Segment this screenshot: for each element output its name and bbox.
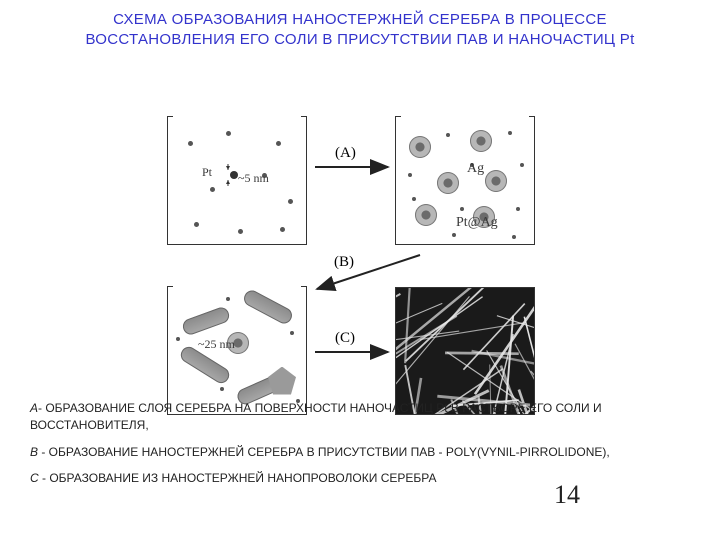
- nanowire: [396, 303, 442, 366]
- legend-block: А- ОБРАЗОВАНИЕ СЛОЯ СЕРЕБРА НА ПОВЕРХНОС…: [30, 400, 640, 497]
- title-line2: ВОССТАНОВЛЕНИЯ ЕГО СОЛИ В ПРИСУТСТВИИ ПА…: [85, 31, 634, 48]
- pt-dot: [194, 222, 199, 227]
- pentagon-particle: [268, 367, 296, 395]
- arrows-svg: [0, 57, 720, 427]
- panel-pt-seeds: [167, 117, 307, 245]
- pt-dot: [188, 141, 193, 146]
- pt-dot: [276, 141, 281, 146]
- pt-label: Pt: [202, 165, 212, 180]
- panel-sem-nanowires: [395, 287, 535, 415]
- pt-dot: [226, 131, 231, 136]
- ion-dot: [290, 331, 294, 335]
- nanowire: [396, 293, 400, 328]
- legend-b-text: - ОБРАЗОВАНИЕ НАНОСТЕРЖНЕЙ СЕРЕБРА В ПРИ…: [38, 445, 610, 459]
- ag-ion-dot: [446, 133, 450, 137]
- title-line1: СХЕМА ОБРАЗОВАНИЯ НАНОСТЕРЖНЕЙ СЕРЕБРА В…: [113, 11, 607, 28]
- ag-ion-dot: [460, 207, 464, 211]
- ion-dot: [226, 297, 230, 301]
- pt-size-label: ~5 nm: [238, 171, 269, 186]
- nanorod: [181, 305, 232, 336]
- pt-dot: [238, 229, 243, 234]
- nanowire: [420, 322, 526, 339]
- legend-c-text: - ОБРАЗОВАНИЕ ИЗ НАНОСТЕРЖНЕЙ НАНОПРОВОЛ…: [39, 471, 437, 485]
- coreshell-particle: [485, 170, 507, 192]
- ag-ion-dot: [412, 197, 416, 201]
- ag-ion-dot: [512, 235, 516, 239]
- ag-label: Ag: [467, 161, 484, 177]
- slide-title: СХЕМА ОБРАЗОВАНИЯ НАНОСТЕРЖНЕЙ СЕРЕБРА В…: [0, 0, 720, 57]
- arrow-label-c: (C): [335, 330, 355, 347]
- legend-a-text: - ОБРАЗОВАНИЕ СЛОЯ СЕРЕБРА НА ПОВЕРХНОСТ…: [30, 401, 602, 432]
- coreshell-particle: [470, 130, 492, 152]
- ion-dot: [220, 387, 224, 391]
- legend-b-prefix: В: [30, 445, 38, 459]
- pt-dot: [288, 199, 293, 204]
- nanowire: [406, 288, 497, 361]
- panel-nanorods: [167, 287, 307, 415]
- legend-c: С - ОБРАЗОВАНИЕ ИЗ НАНОСТЕРЖНЕЙ НАНОПРОВ…: [30, 470, 640, 487]
- coreshell-particle: [409, 136, 431, 158]
- ag-ion-dot: [520, 163, 524, 167]
- pt-center-dot: [230, 171, 238, 179]
- legend-c-prefix: С: [30, 471, 39, 485]
- ag-ion-dot: [408, 173, 412, 177]
- arrow-label-b: (B): [334, 254, 354, 271]
- legend-a: А- ОБРАЗОВАНИЕ СЛОЯ СЕРЕБРА НА ПОВЕРХНОС…: [30, 400, 640, 434]
- coreshell-particle: [437, 172, 459, 194]
- page-number: 14: [554, 480, 580, 510]
- ion-dot: [176, 337, 180, 341]
- legend-a-prefix: А: [30, 401, 38, 415]
- ag-ion-dot: [508, 131, 512, 135]
- ag-ion-dot: [452, 233, 456, 237]
- ptag-label: Pt@Ag: [456, 215, 498, 231]
- pt-dot: [280, 227, 285, 232]
- rod-size-label: ~25 nm: [198, 337, 235, 352]
- diagram-area: Pt ~5 nm Ag Pt@Ag ~25 nm (A) (B) (C): [0, 57, 720, 377]
- pt-dot: [210, 187, 215, 192]
- nanowire: [405, 288, 410, 363]
- ag-ion-dot: [516, 207, 520, 211]
- coreshell-particle: [415, 204, 437, 226]
- nanorod: [241, 287, 294, 326]
- legend-b: В - ОБРАЗОВАНИЕ НАНОСТЕРЖНЕЙ СЕРЕБРА В П…: [30, 444, 640, 461]
- sem-wires-svg: [396, 288, 535, 415]
- arrow-label-a: (A): [335, 145, 356, 162]
